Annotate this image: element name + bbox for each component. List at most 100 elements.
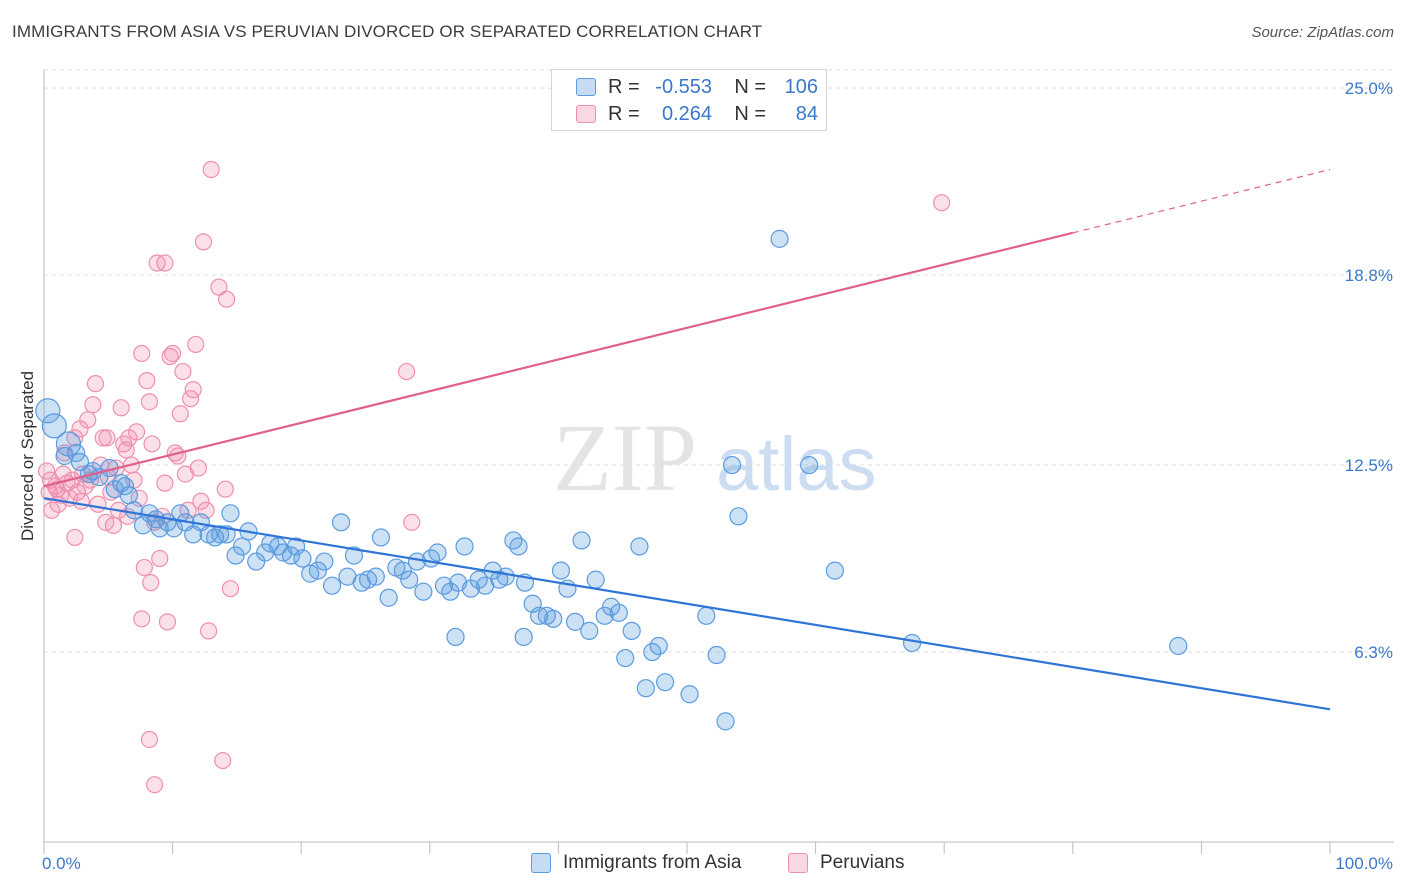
- y-tick-labels: 6.3% 12.5% 18.8% 25.0%: [1345, 79, 1393, 662]
- peruvians-point: [184, 381, 202, 399]
- peruvians-point: [156, 474, 174, 492]
- peruvians-point: [138, 372, 156, 390]
- asia-point: [551, 561, 571, 580]
- asia-point: [770, 229, 789, 248]
- series-legend-peruvians: Peruvians: [788, 852, 905, 874]
- asia-point: [622, 621, 641, 641]
- asia-point: [55, 446, 74, 466]
- asia-point: [729, 507, 748, 526]
- peruvians-point: [200, 622, 218, 640]
- source-label: Source: ZipAtlas.com: [1251, 24, 1394, 41]
- legend-n-label: N =: [734, 75, 766, 98]
- peruvians-point: [89, 495, 107, 513]
- asia-point: [530, 606, 549, 625]
- x-tick-label: 0.0%: [42, 854, 81, 873]
- asia-point: [656, 673, 675, 692]
- asia-point: [379, 588, 398, 607]
- asia-point: [205, 528, 225, 547]
- asia-point: [226, 546, 245, 565]
- asia-point: [171, 504, 190, 523]
- asia-point: [41, 413, 67, 439]
- asia-point: [1169, 636, 1188, 656]
- trend-lines: [43, 168, 1331, 711]
- asia-point: [630, 537, 649, 556]
- y-tick-label: 12.5%: [1345, 456, 1393, 475]
- asia-point: [636, 679, 655, 698]
- peruvians-point: [161, 347, 179, 366]
- legend-n-label: N =: [734, 102, 766, 125]
- asia-point: [67, 443, 86, 463]
- watermark: ZIP atlas: [553, 404, 877, 511]
- peruvians-point: [145, 776, 164, 794]
- peruvians-point: [133, 610, 151, 628]
- asia-point: [496, 567, 515, 586]
- asia-point: [232, 537, 252, 556]
- peruvians-point: [192, 492, 210, 510]
- peruvians-point: [151, 549, 169, 568]
- series-label-peruvians: Peruvians: [820, 852, 905, 873]
- peruvians-point: [398, 362, 416, 381]
- peruvians-point: [189, 459, 207, 477]
- asia-point: [455, 537, 474, 556]
- y-axis-label: Divorced or Separated: [18, 371, 37, 541]
- legend-swatch-peruvians: [576, 105, 596, 123]
- asia-point: [70, 452, 90, 472]
- asia-trend-line: [43, 497, 1331, 711]
- peruvians-point: [403, 513, 421, 531]
- peruvians-point: [933, 194, 951, 212]
- legend-n-value: 84: [795, 102, 818, 125]
- x-tick-labels: 0.0% 100.0%: [42, 854, 1393, 873]
- series-swatch-asia: [531, 853, 551, 873]
- peruvians-point: [171, 405, 189, 423]
- asia-point: [595, 606, 614, 625]
- peruvians-point: [48, 480, 66, 498]
- legend-r-value: -0.553: [655, 75, 712, 98]
- watermark-atlas: atlas: [716, 422, 877, 507]
- asia-point: [281, 546, 301, 565]
- peruvians-point: [140, 730, 159, 749]
- peruvians-point: [135, 558, 153, 577]
- peruvians-point: [84, 396, 102, 414]
- asia-point: [366, 567, 385, 586]
- peruvians-point: [112, 399, 130, 417]
- peruvians-point: [142, 574, 160, 592]
- watermark-zip: ZIP: [553, 404, 697, 511]
- asia-point: [680, 685, 699, 704]
- y-tick-label: 6.3%: [1354, 643, 1393, 662]
- peruvians-point: [72, 492, 90, 510]
- asia-point: [124, 501, 144, 520]
- asia-point: [800, 455, 819, 475]
- asia-point: [566, 612, 585, 631]
- peruvians-point: [164, 344, 182, 363]
- peruvians-point: [143, 435, 161, 453]
- asia-point: [217, 525, 236, 544]
- asia-point: [697, 606, 716, 625]
- asia-point: [446, 627, 465, 647]
- peruvians-point: [37, 462, 56, 480]
- asia-point: [400, 570, 419, 589]
- peruvians-point: [221, 580, 240, 598]
- asia-point: [544, 609, 563, 628]
- legend-r-label: R =: [608, 75, 640, 98]
- legend-swatch-asia: [576, 78, 596, 96]
- y-tick-label: 18.8%: [1345, 266, 1393, 285]
- asia-point: [414, 582, 433, 601]
- peruvians-point: [174, 362, 192, 381]
- asia-point: [707, 645, 726, 665]
- peruvians-point: [133, 344, 151, 363]
- peruvians-point: [194, 233, 213, 251]
- peruvians-point: [202, 160, 220, 179]
- legend-n-value: 106: [784, 75, 818, 98]
- peruvians-point: [140, 393, 159, 411]
- asia-point: [371, 528, 391, 547]
- asia-points: [35, 229, 1188, 731]
- asia-point: [112, 474, 131, 493]
- peruvians-point: [94, 429, 112, 447]
- legend-row-peruvians: R = 0.264 N = 84: [576, 101, 818, 127]
- asia-point: [716, 712, 735, 731]
- axes: [43, 70, 1394, 854]
- chart-title: IMMIGRANTS FROM ASIA VS PERUVIAN DIVORCE…: [12, 22, 763, 41]
- asia-point: [649, 636, 668, 656]
- peruvians-point: [158, 613, 177, 631]
